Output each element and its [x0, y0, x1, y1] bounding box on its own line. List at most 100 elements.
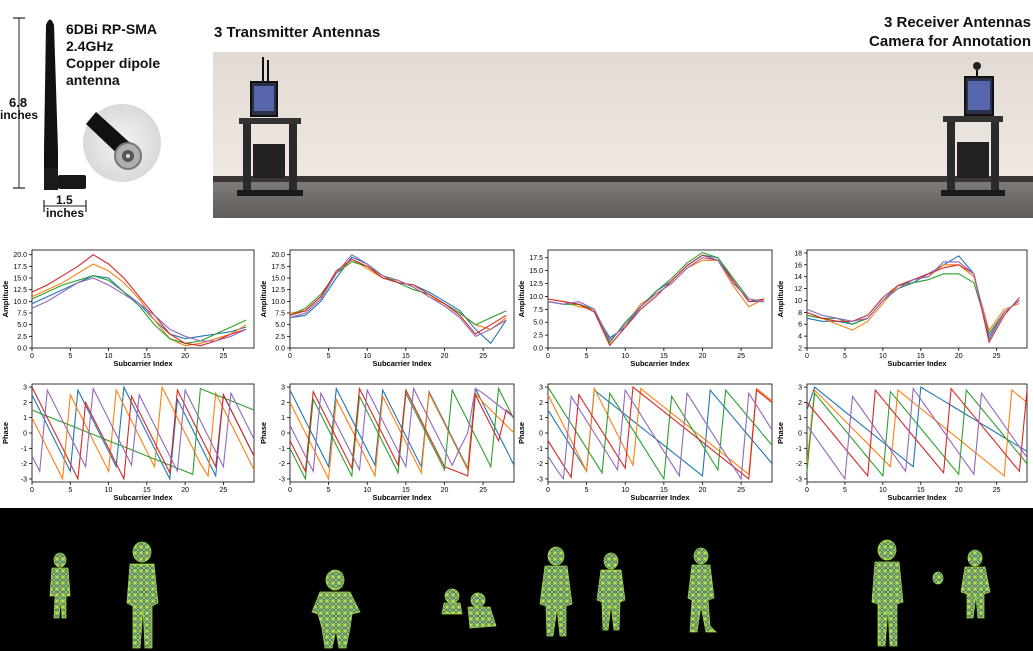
- y-axis-label: Amplitude: [259, 281, 268, 318]
- y-tick-label: 3: [798, 385, 802, 392]
- y-tick-label: 0: [539, 431, 543, 438]
- y-tick-label: 2.5: [533, 333, 543, 340]
- phase-chart-2: -3 -2 -1 0 1 2 3 0 5 10 15 20 25 Subcarrier Index Phas…: [259, 383, 515, 502]
- x-tick-label: 15: [402, 353, 410, 360]
- phase-chart-3: -3 -2 -1 0 1 2 3 0 5 10 15 20 25 Subcarrier Index Phas…: [517, 383, 773, 502]
- y-tick-label: 3: [281, 385, 285, 392]
- x-tick-label: 10: [621, 487, 629, 494]
- series-line-3: [31, 275, 247, 344]
- amplitude-chart-4: 2 4 6 8 10 12 14 16 18 0 5 10 15 20 25 Subcarrier Index…: [776, 249, 1028, 368]
- y-tick-label: 17.5: [271, 264, 285, 271]
- plot-frame: [806, 383, 1028, 483]
- series-line-2: [547, 386, 773, 476]
- x-tick-label: 20: [441, 353, 449, 360]
- x-axis-label: Subcarrier Index: [630, 359, 690, 368]
- x-tick-label: 0: [30, 353, 34, 360]
- series-line-1: [31, 385, 255, 481]
- y-tick-label: -2: [796, 461, 802, 468]
- y-tick-label: -1: [279, 446, 285, 453]
- x-tick-label: 20: [955, 487, 963, 494]
- y-axis-label: Phase: [1, 422, 10, 444]
- y-tick-label: -3: [279, 476, 285, 483]
- transmitter-label: 3 Transmitter Antennas: [214, 24, 381, 41]
- series-line-2: [31, 263, 247, 347]
- y-tick-label: 2: [539, 400, 543, 407]
- y-tick-label: 0: [281, 431, 285, 438]
- y-tick-label: 14: [794, 274, 802, 281]
- x-tick-label: 15: [917, 487, 925, 494]
- x-tick-label: 25: [219, 353, 227, 360]
- x-tick-label: 5: [327, 487, 331, 494]
- x-tick-label: 5: [68, 487, 72, 494]
- x-tick-label: 0: [805, 487, 809, 494]
- y-tick-label: 2: [23, 400, 27, 407]
- camera-label: Camera for Annotation: [869, 33, 1031, 50]
- x-tick-label: 0: [30, 487, 34, 494]
- y-tick-label: 0.0: [275, 346, 285, 353]
- y-tick-label: 1: [539, 415, 543, 422]
- y-tick-label: -1: [21, 446, 27, 453]
- y-tick-label: 15.0: [271, 276, 285, 283]
- y-tick-label: -2: [279, 461, 285, 468]
- x-tick-label: 25: [993, 353, 1001, 360]
- y-tick-label: 20.0: [13, 252, 27, 259]
- y-tick-label: 6: [798, 322, 802, 329]
- series-line-4: [289, 258, 507, 335]
- y-axis-label: Phase: [517, 422, 526, 444]
- x-tick-label: 10: [879, 487, 887, 494]
- height-value: 6.8: [9, 95, 28, 110]
- x-tick-label: 15: [143, 487, 151, 494]
- y-tick-label: 8: [798, 310, 802, 317]
- series-line-5: [31, 386, 255, 474]
- y-axis-label: Phase: [776, 422, 785, 444]
- plot-frame: [31, 249, 255, 349]
- y-tick-label: 18: [794, 250, 802, 257]
- series-line-4: [806, 387, 1028, 478]
- y-axis-label: Amplitude: [776, 281, 785, 318]
- y-tick-label: 10: [794, 298, 802, 305]
- y-axis-label: Amplitude: [517, 281, 526, 318]
- human-mesh-figure: [932, 571, 944, 585]
- x-tick-label: 20: [181, 487, 189, 494]
- y-tick-label: -2: [537, 461, 543, 468]
- x-tick-label: 25: [479, 353, 487, 360]
- y-tick-label: 7.5: [533, 307, 543, 314]
- y-tick-label: 2: [798, 400, 802, 407]
- y-tick-label: 10.0: [271, 299, 285, 306]
- series-line-4: [289, 386, 515, 477]
- y-tick-label: 1: [798, 415, 802, 422]
- x-tick-label: 0: [288, 353, 292, 360]
- plot-frame: [31, 383, 255, 483]
- x-tick-label: 0: [805, 353, 809, 360]
- x-axis-label: Subcarrier Index: [372, 359, 432, 368]
- y-tick-label: -3: [796, 476, 802, 483]
- amplitude-chart-3: 0.0 2.5 5.0 7.5 10.0 12.5 15.0 17.5 0 5 10 15 20 25 Su…: [517, 249, 773, 368]
- x-axis-label: Subcarrier Index: [630, 493, 690, 502]
- y-tick-label: -3: [21, 476, 27, 483]
- x-tick-label: 10: [105, 487, 113, 494]
- y-tick-label: 17.5: [529, 255, 543, 262]
- amplitude-chart-1: 0.0 2.5 5.0 7.5 10.0 12.5 15.0 17.5 20.0 0 5 10 15 20…: [1, 249, 255, 368]
- phase-chart-4: -3 -2 -1 0 1 2 3 0 5 10 15 20 25 Subcarrier Index Phas…: [776, 383, 1028, 502]
- x-tick-label: 25: [219, 487, 227, 494]
- y-tick-label: 0.0: [17, 346, 27, 353]
- y-tick-label: 20.0: [271, 252, 285, 259]
- transmitter-cart: [237, 57, 303, 196]
- series-line-3: [547, 386, 773, 481]
- series-line-5: [547, 257, 765, 342]
- antenna-spec-gain: 6DBi RP-SMA: [66, 21, 158, 37]
- series-line-2: [806, 388, 1028, 477]
- x-axis-label: Subcarrier Index: [887, 359, 947, 368]
- y-tick-label: 2.5: [275, 334, 285, 341]
- series-line-3: [806, 388, 1028, 478]
- y-tick-label: -1: [796, 446, 802, 453]
- antenna-spec-frequency: 2.4GHz: [66, 38, 114, 54]
- y-tick-label: 0: [798, 431, 802, 438]
- y-axis-label: Amplitude: [1, 281, 10, 318]
- phase-chart-1: -3 -2 -1 0 1 2 3 0 5 10 15 20 25 Subcarrier Index Phas…: [1, 383, 255, 502]
- y-tick-label: -1: [537, 446, 543, 453]
- y-tick-label: 10.0: [529, 294, 543, 301]
- human-mesh-figure: [126, 541, 159, 649]
- y-tick-label: 15.0: [13, 276, 27, 283]
- x-axis-label: Subcarrier Index: [113, 359, 173, 368]
